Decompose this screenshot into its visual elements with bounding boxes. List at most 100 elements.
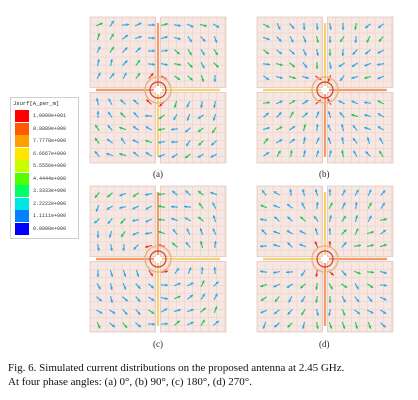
current-vector-arrow xyxy=(353,244,362,248)
current-vector-arrow xyxy=(366,270,375,274)
current-vector-arrow xyxy=(379,270,387,275)
slot-edge-current xyxy=(323,192,327,255)
current-vector-arrow xyxy=(157,192,166,196)
current-vector-arrow xyxy=(173,23,182,27)
current-vector-arrow xyxy=(354,201,358,210)
current-vector-arrow xyxy=(148,296,155,302)
current-vector-arrow xyxy=(260,296,267,302)
current-vector-arrow xyxy=(174,75,181,81)
current-vector-arrow xyxy=(95,309,103,314)
current-vector-arrow xyxy=(109,20,115,27)
current-vector-arrow xyxy=(186,100,191,108)
current-vector-arrow xyxy=(213,320,220,326)
current-vector-arrow xyxy=(157,140,166,144)
current-vector-arrow xyxy=(158,204,166,208)
current-vector-arrow xyxy=(185,241,191,248)
current-vector-arrow xyxy=(198,140,204,146)
current-vector-arrow xyxy=(135,59,141,66)
current-vector-arrow xyxy=(122,60,128,66)
current-vector-arrow xyxy=(187,36,193,43)
current-vector-arrow xyxy=(327,111,332,119)
current-vector-arrow xyxy=(184,127,191,133)
panel-b-label: (b) xyxy=(319,169,330,179)
current-vector-arrow xyxy=(363,101,372,105)
current-vector-arrow xyxy=(366,230,374,235)
current-vector-arrow xyxy=(286,283,293,289)
current-vector-arrow xyxy=(315,282,319,291)
current-vector-arrow xyxy=(187,75,194,81)
current-vector-arrow xyxy=(366,35,371,43)
current-vector-arrow xyxy=(300,309,306,316)
current-vector-arrow xyxy=(106,192,113,198)
current-vector-arrow xyxy=(210,153,218,158)
current-vector-arrow xyxy=(135,296,141,303)
legend-value: 6.6667e+000 xyxy=(33,150,67,157)
current-vector-arrow xyxy=(185,190,191,196)
current-vector-arrow xyxy=(186,228,191,236)
current-vector-arrow xyxy=(263,151,270,157)
current-vector-arrow xyxy=(351,113,359,118)
current-vector-arrow xyxy=(210,140,217,146)
current-vector-arrow xyxy=(108,98,113,106)
current-vector-arrow xyxy=(171,153,178,159)
legend-swatch xyxy=(15,110,29,122)
current-vector-arrow xyxy=(263,75,270,81)
current-vector-arrow xyxy=(366,243,375,248)
current-vector-arrow xyxy=(122,243,126,252)
current-vector-arrow xyxy=(144,231,153,235)
current-vector-arrow xyxy=(354,22,358,31)
current-vector-arrow xyxy=(377,49,385,54)
current-vector-arrow xyxy=(380,189,386,196)
current-vector-arrow xyxy=(341,22,345,31)
current-vector-arrow xyxy=(341,202,346,210)
current-vector-arrow xyxy=(380,229,387,235)
legend-swatch xyxy=(15,135,29,147)
current-vector-arrow xyxy=(263,49,270,55)
current-vector-arrow xyxy=(302,48,307,56)
current-vector-arrow xyxy=(303,150,307,158)
current-vector-arrow xyxy=(96,58,101,67)
current-vector-arrow xyxy=(300,296,306,303)
current-vector-arrow xyxy=(199,228,204,236)
current-vector-arrow xyxy=(328,22,332,31)
patch-quadrant xyxy=(256,185,323,257)
current-vector-arrow xyxy=(276,138,283,144)
current-vector-arrow xyxy=(173,36,181,41)
current-vector-arrow xyxy=(302,112,309,118)
current-vector-arrow xyxy=(328,61,332,70)
current-vector-arrow xyxy=(107,218,113,225)
current-density-legend: Jsurf[A_per_m] 1.0000e+001 8.8889e+000 7.7… xyxy=(10,97,79,239)
current-vector-arrow xyxy=(120,231,126,238)
panel-c-current-distribution xyxy=(88,184,228,334)
current-vector-arrow xyxy=(328,308,332,317)
current-vector-arrow xyxy=(315,269,319,278)
panel-a-label: (a) xyxy=(153,169,163,179)
current-vector-arrow xyxy=(289,125,296,131)
current-vector-arrow xyxy=(120,99,126,105)
current-vector-arrow xyxy=(172,228,178,235)
current-vector-arrow xyxy=(146,99,152,105)
current-vector-arrow xyxy=(260,204,268,209)
current-vector-arrow xyxy=(200,266,204,275)
current-vector-arrow xyxy=(184,153,191,159)
current-vector-arrow xyxy=(302,35,307,43)
current-vector-arrow xyxy=(354,215,359,223)
current-vector-arrow xyxy=(354,228,359,236)
current-vector-arrow xyxy=(158,114,165,120)
current-vector-arrow xyxy=(119,152,127,157)
current-vector-arrow xyxy=(213,49,219,56)
current-vector-arrow xyxy=(287,309,293,316)
current-vector-arrow xyxy=(353,270,361,275)
current-vector-arrow xyxy=(135,283,141,290)
current-vector-arrow xyxy=(352,49,358,56)
current-vector-arrow xyxy=(96,243,100,252)
legend-value: 7.7778e+000 xyxy=(33,138,67,144)
current-vector-arrow xyxy=(160,297,169,301)
current-vector-arrow xyxy=(109,72,115,79)
current-vector-arrow xyxy=(174,49,181,55)
current-vector-arrow xyxy=(187,49,193,56)
current-vector-arrow xyxy=(314,189,319,197)
legend-value: 0.0000e+000 xyxy=(33,225,67,232)
current-vector-arrow xyxy=(273,190,280,196)
current-vector-arrow xyxy=(160,308,168,313)
